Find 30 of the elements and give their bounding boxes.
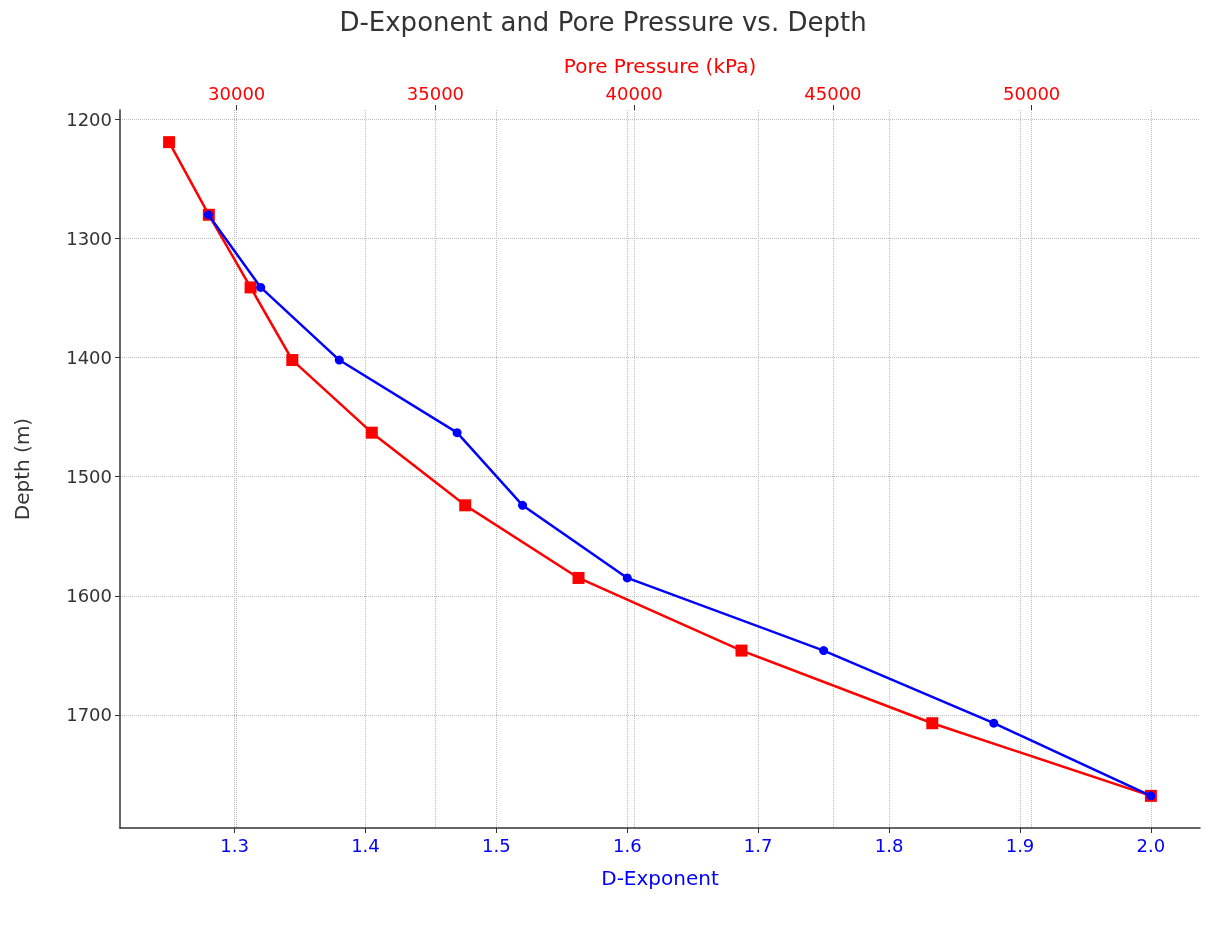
point (518, 500, 528, 510)
y-tick-label: 1600 (66, 585, 112, 607)
point (334, 355, 344, 365)
x-tick-label: 1.8 (874, 834, 904, 856)
x-tick-label: 1.7 (743, 834, 773, 856)
y-tick-label: 1200 (66, 109, 112, 131)
x-tick-label: 2.0 (1136, 834, 1166, 856)
chart-title: D-Exponent and Pore Pressure vs. Depth (339, 7, 867, 37)
y-axis-title: Depth (m) (10, 417, 34, 521)
x-axis-title: D-Exponent (601, 866, 719, 890)
x2-axis-title: Pore Pressure (kPa) (563, 54, 757, 78)
point (989, 718, 999, 728)
x-tick-label: 1.5 (482, 834, 511, 856)
x-tick-label: 1.3 (220, 834, 249, 856)
x-tick-label: 1.9 (1005, 834, 1035, 856)
y-tick-label: 1700 (66, 704, 112, 726)
point (256, 282, 266, 292)
point (452, 428, 462, 438)
y-tick-label: 1500 (66, 466, 112, 488)
x-tick-label: 1.6 (612, 834, 642, 856)
y-tick-label: 1300 (66, 228, 112, 250)
x2-tick-label: 50000 (1003, 82, 1061, 104)
x-tick-label: 1.4 (351, 834, 380, 856)
x2-tick-label: 35000 (406, 82, 465, 104)
point (622, 573, 632, 583)
x2-tick-label: 40000 (605, 82, 663, 104)
y-tick-label: 1400 (66, 347, 112, 369)
x2-tick-label: 45000 (804, 82, 862, 104)
point (819, 646, 829, 656)
x2-tick-label: 30000 (208, 82, 266, 104)
